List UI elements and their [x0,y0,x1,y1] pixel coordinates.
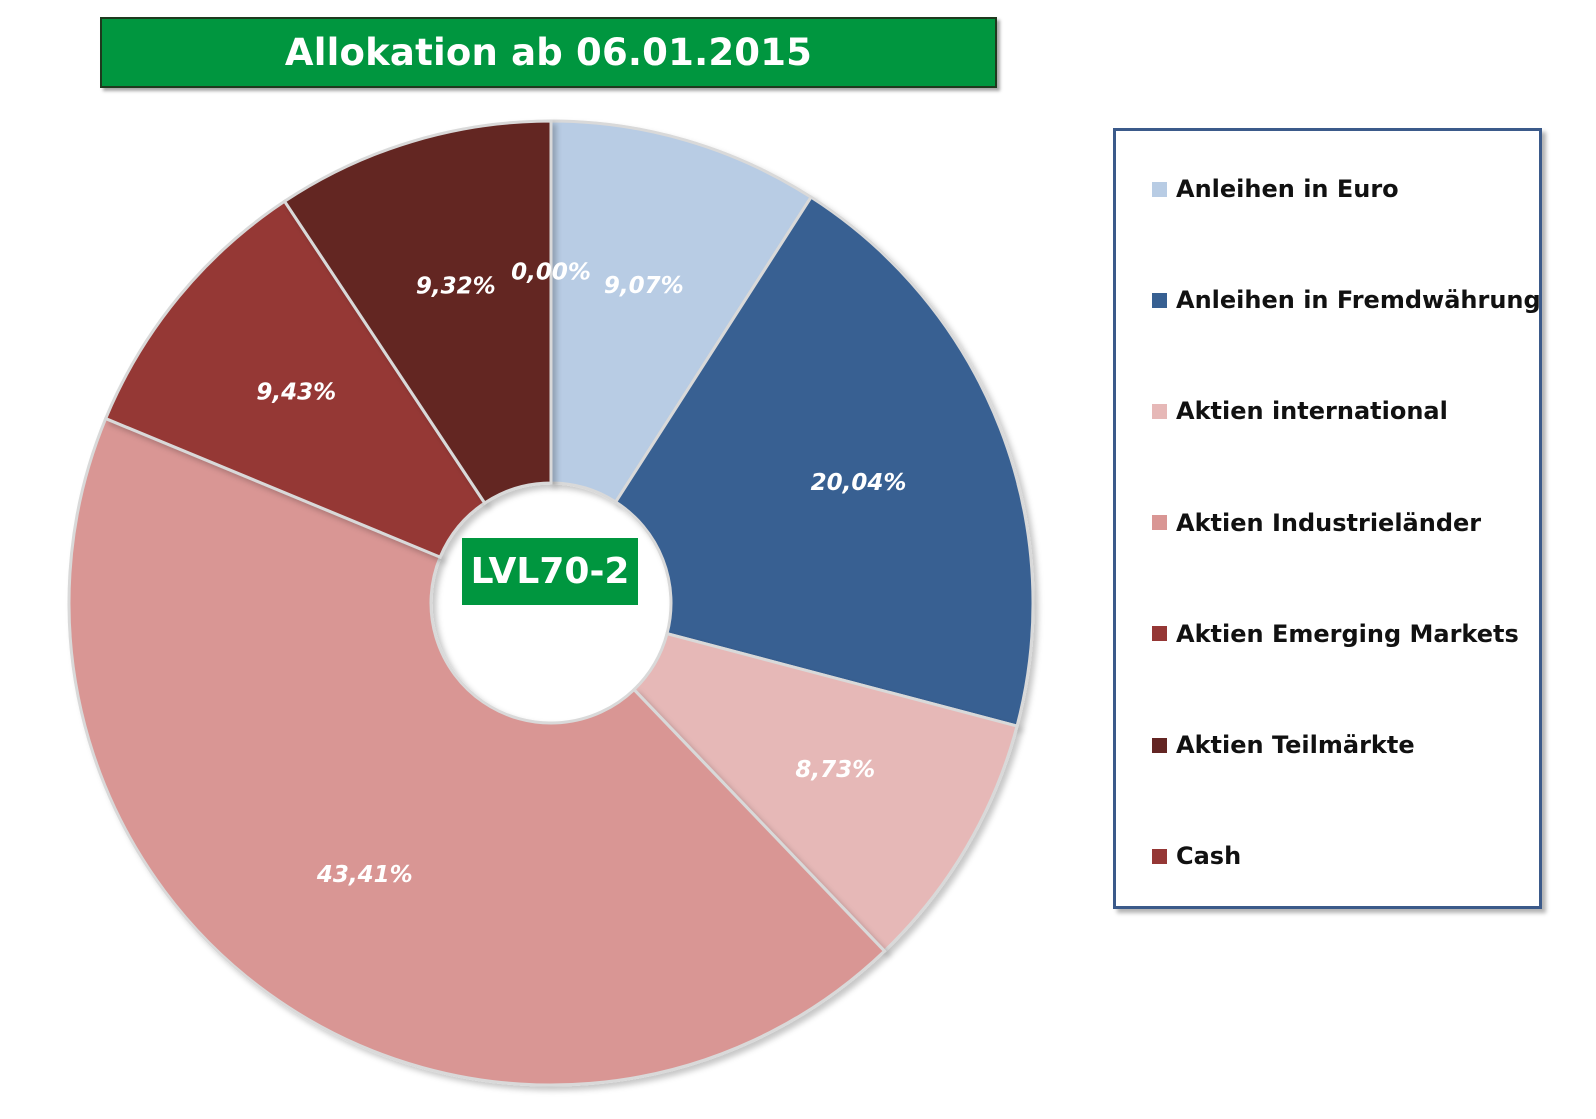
legend-item: Anleihen in Fremdwährung [1152,282,1541,318]
legend-label: Cash [1176,842,1242,871]
legend-label: Aktien international [1176,397,1448,426]
slice-value-label: 43,41% [316,862,413,888]
legend-swatch [1152,515,1167,531]
slice-value-label: 9,43% [256,380,336,406]
legend-item: Cash [1152,838,1241,874]
legend-swatch [1152,181,1167,197]
legend-label: Aktien Emerging Markets [1176,619,1519,648]
slice-labels: 9,07% 20,04% 8,73% 43,41% 9,43% 9,32% 0,00% [256,260,906,888]
slice-value-label: 9,32% [416,274,496,300]
chart-title-banner: Allokation ab 06.01.2015 [100,17,997,88]
legend-item: Anleihen in Euro [1152,171,1399,207]
slice-value-label: 20,04% [811,470,907,496]
pie-slice [613,195,1035,728]
legend-item: Aktien international [1152,393,1448,429]
pie-slice [282,119,553,506]
pie-slice [631,631,1019,954]
legend-item: Aktien Teilmärkte [1152,727,1415,763]
legend-swatch [1152,848,1167,864]
center-label-text: LVL70-2 [470,551,630,592]
slice-value-label: 0,00% [511,260,591,286]
legend-label: Aktien Industrieländer [1176,508,1482,537]
legend-swatch [1152,737,1167,753]
pie-slice [103,199,487,560]
slice-value-label: 9,07% [604,273,684,299]
pie-slice [67,416,887,1087]
legend-label: Anleihen in Euro [1176,175,1399,203]
pie-slices [67,119,1035,1087]
legend-item: Aktien Emerging Markets [1152,616,1519,652]
slice-value-label: 8,73% [795,757,875,783]
legend-swatch [1152,403,1167,419]
legend-label: Anleihen in Fremdwährung [1176,286,1541,315]
center-label-badge: LVL70-2 [462,538,638,605]
legend-swatch [1152,626,1167,642]
chart-title: Allokation ab 06.01.2015 [284,31,813,74]
legend-swatch [1152,292,1167,308]
legend: Anleihen in Euro Anleihen in Fremdwährung… [1113,128,1542,909]
legend-label: Aktien Teilmärkte [1176,731,1415,759]
pie-slice [549,119,814,505]
legend-item: Aktien Industrieländer [1152,505,1481,541]
